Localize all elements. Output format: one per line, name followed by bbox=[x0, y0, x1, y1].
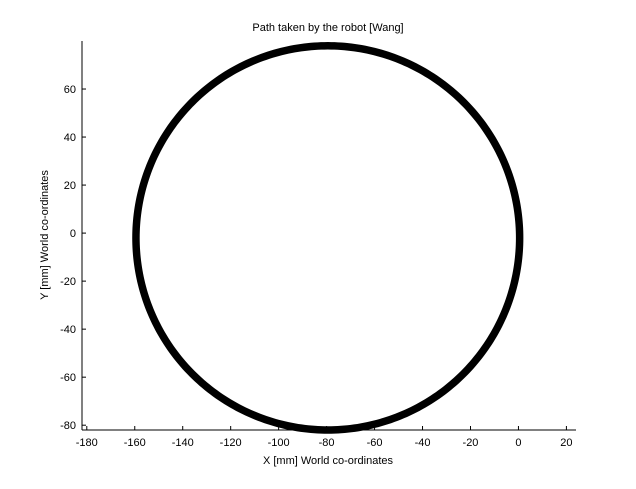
y-tick-label: -20 bbox=[60, 276, 76, 288]
x-tick-label: -80 bbox=[319, 437, 335, 449]
x-tick-label: -60 bbox=[367, 437, 383, 449]
y-ticks: -80 -60 -40 -20 0 20 40 60 bbox=[60, 84, 86, 432]
x-tick-label: 20 bbox=[560, 437, 572, 449]
chart-title: Path taken by the robot [Wang] bbox=[252, 22, 403, 34]
x-tick-label: -40 bbox=[415, 437, 431, 449]
y-tick-label: 20 bbox=[64, 180, 76, 192]
y-tick-label: 40 bbox=[64, 132, 76, 144]
y-tick-label: -40 bbox=[60, 324, 76, 336]
robot-path-line bbox=[136, 46, 520, 430]
robot-path-line bbox=[134, 44, 521, 432]
x-tick-label: -180 bbox=[76, 437, 98, 449]
x-tick-label: -120 bbox=[220, 437, 242, 449]
x-tick-label: -100 bbox=[268, 437, 290, 449]
axes-frame bbox=[82, 41, 576, 430]
plot-area bbox=[81, 41, 576, 434]
x-tick-label: 0 bbox=[515, 437, 521, 449]
x-tick-label: -160 bbox=[124, 437, 146, 449]
y-tick-label: -60 bbox=[60, 372, 76, 384]
x-tick-label: -140 bbox=[172, 437, 194, 449]
series-layer bbox=[132, 42, 524, 434]
robot-path-line bbox=[133, 43, 523, 433]
y-tick-label: 60 bbox=[64, 84, 76, 96]
x-axis-label: X [mm] World co-ordinates bbox=[263, 455, 394, 467]
y-tick-label: 0 bbox=[70, 228, 76, 240]
robot-path-line bbox=[132, 42, 524, 434]
x-tick-label: -20 bbox=[463, 437, 479, 449]
x-ticks: -180 -160 -140 -120 -100 -80 -60 -40 -20 0 20 bbox=[76, 426, 573, 449]
y-tick-label: -80 bbox=[60, 420, 76, 432]
robot-path-line bbox=[137, 47, 519, 429]
y-axis-label: Y [mm] World co-ordinates bbox=[39, 170, 51, 300]
